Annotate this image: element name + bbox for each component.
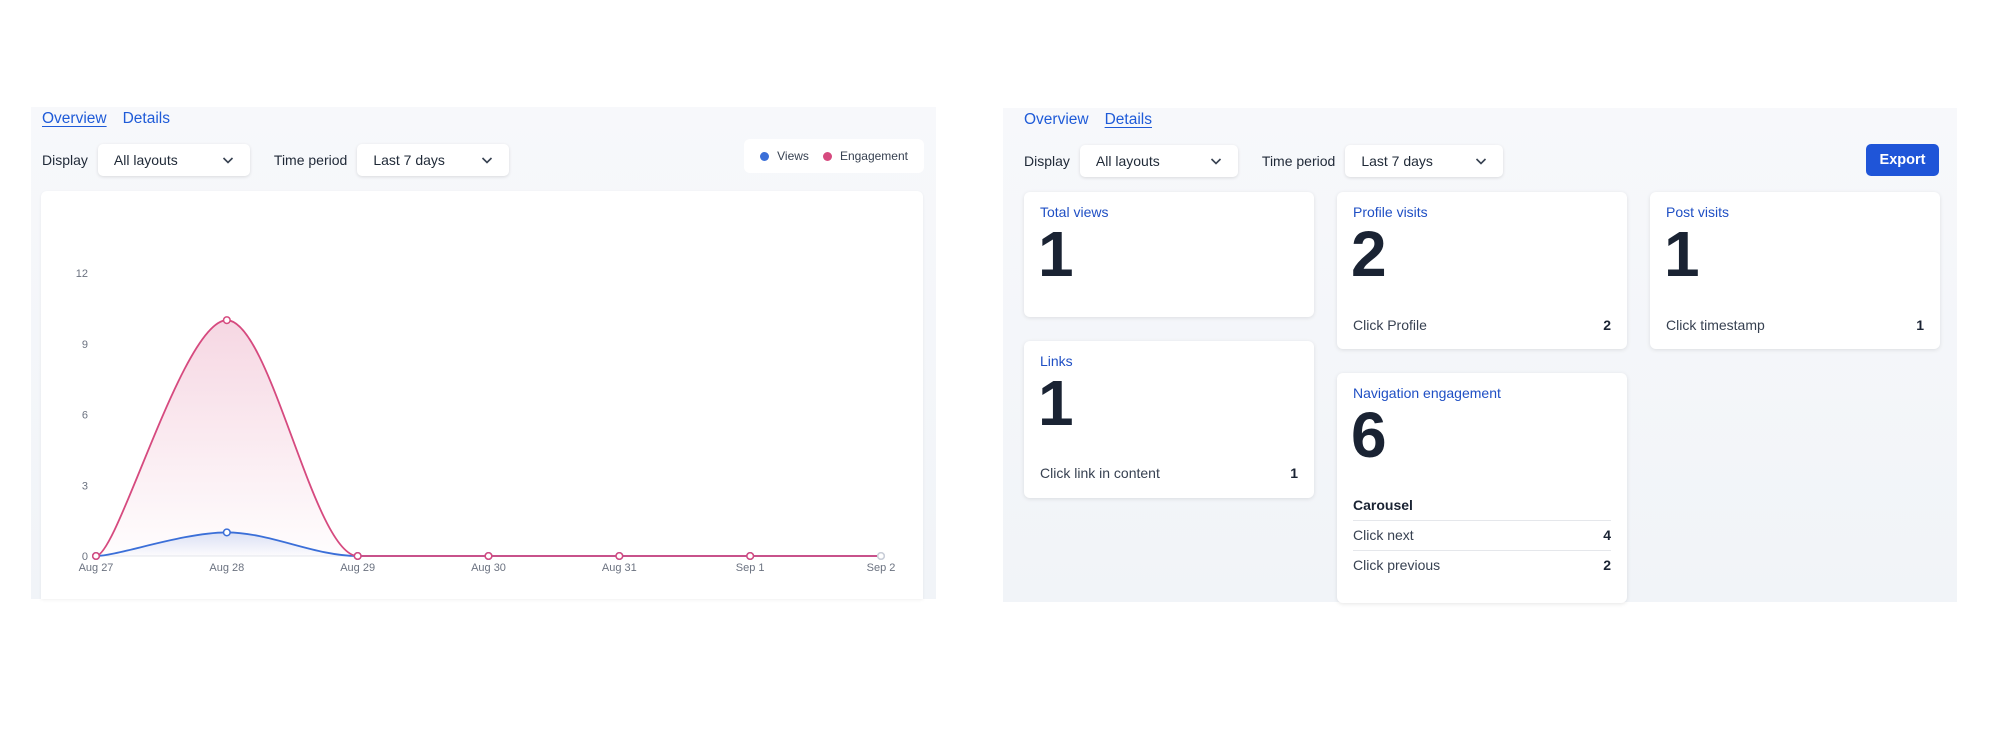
stat-label: Click next bbox=[1353, 527, 1414, 543]
stat-value: 4 bbox=[1603, 527, 1611, 543]
chart-card: 0 3 6 9 12 Aug 27 Aug 28 Aug 29 Aug 30 Aug 31 Sep … bbox=[41, 191, 923, 599]
chevron-down-icon bbox=[1210, 158, 1221, 165]
data-point-engagement bbox=[353, 551, 362, 561]
divider bbox=[1353, 550, 1611, 551]
data-point-engagement bbox=[746, 551, 755, 561]
stat-label: Click link in content bbox=[1040, 465, 1160, 481]
data-point-engagement bbox=[484, 551, 493, 561]
stat-row: Click timestamp 1 bbox=[1666, 317, 1924, 333]
stat-value: 1 bbox=[1290, 465, 1298, 481]
card-value: 2 bbox=[1351, 218, 1387, 290]
time-period-label: Time period bbox=[273, 152, 348, 168]
tab-overview[interactable]: Overview bbox=[1024, 111, 1089, 128]
tab-bar: Overview Details bbox=[1024, 111, 1152, 129]
x-tick-label: Aug 28 bbox=[209, 562, 244, 574]
legend-label-views: Views bbox=[777, 149, 809, 163]
time-period-select-value: Last 7 days bbox=[373, 152, 445, 168]
card-post-visits: Post visits 1 Click timestamp 1 bbox=[1650, 192, 1940, 349]
time-period-select[interactable]: Last 7 days bbox=[357, 144, 510, 176]
line-chart: 0 3 6 9 12 Aug 27 Aug 28 Aug 29 Aug 30 Aug 31 Sep … bbox=[76, 268, 896, 574]
data-point-engagement bbox=[876, 551, 886, 561]
data-point-engagement bbox=[222, 316, 231, 325]
series-area-engagement bbox=[96, 320, 881, 556]
display-label: Display bbox=[42, 152, 88, 168]
card-value: 1 bbox=[1038, 367, 1074, 439]
card-value: 1 bbox=[1038, 218, 1074, 290]
stat-label: Click previous bbox=[1353, 557, 1441, 573]
divider bbox=[1353, 520, 1611, 521]
series-area-views bbox=[96, 532, 881, 556]
card-title: Profile visits bbox=[1353, 204, 1428, 220]
legend-item-views: Views bbox=[760, 149, 809, 163]
display-label: Display bbox=[1024, 153, 1070, 169]
tab-bar: Overview Details bbox=[42, 110, 170, 128]
x-tick-label: Sep 1 bbox=[736, 562, 765, 574]
time-period-label: Time period bbox=[1261, 153, 1336, 169]
details-panel: Overview Details Display All layouts Tim… bbox=[1003, 108, 1957, 603]
stat-row: Click next 4 bbox=[1353, 527, 1611, 543]
views-legend-dot bbox=[760, 151, 770, 161]
x-tick-label: Sep 2 bbox=[867, 562, 896, 574]
display-select-value: All layouts bbox=[1095, 153, 1160, 169]
filter-controls: Display All layouts Time period Last 7 d… bbox=[1024, 145, 1504, 177]
stat-row: Click Profile 2 bbox=[1353, 317, 1611, 333]
stat-label: Click Profile bbox=[1353, 317, 1427, 333]
card-total-views: Total views 1 bbox=[1024, 192, 1314, 317]
chevron-down-icon bbox=[222, 157, 233, 164]
time-period-select-value: Last 7 days bbox=[1361, 153, 1433, 169]
card-profile-visits: Profile visits 2 Click Profile 2 bbox=[1337, 192, 1627, 349]
time-period-select[interactable]: Last 7 days bbox=[1345, 145, 1504, 177]
series-line-engagement bbox=[95, 319, 881, 557]
tab-details[interactable]: Details bbox=[122, 110, 170, 127]
stat-row: Click link in content 1 bbox=[1040, 465, 1298, 481]
card-title: Total views bbox=[1040, 204, 1109, 220]
card-title: Navigation engagement bbox=[1353, 385, 1501, 401]
overview-panel: Overview Details Display All layouts Tim… bbox=[31, 107, 936, 599]
card-value: 1 bbox=[1664, 218, 1700, 290]
tab-overview[interactable]: Overview bbox=[42, 110, 107, 127]
card-links: Links 1 Click link in content 1 bbox=[1024, 341, 1314, 498]
x-tick-label: Aug 27 bbox=[79, 562, 114, 574]
y-tick-label: 12 bbox=[76, 268, 88, 280]
data-point-engagement bbox=[91, 551, 101, 561]
display-select-value: All layouts bbox=[113, 152, 178, 168]
export-button[interactable]: Export bbox=[1866, 144, 1939, 176]
card-navigation-engagement: Navigation engagement 6 Carousel Click n… bbox=[1337, 373, 1627, 603]
stat-row: Click previous 2 bbox=[1353, 557, 1611, 573]
card-title: Links bbox=[1040, 353, 1073, 369]
data-point-views bbox=[222, 528, 231, 537]
display-select[interactable]: All layouts bbox=[1079, 145, 1238, 177]
stat-value: 2 bbox=[1603, 557, 1611, 573]
engagement-legend-dot bbox=[822, 151, 832, 161]
legend-label-engagement: Engagement bbox=[839, 149, 908, 163]
x-tick-label: Aug 29 bbox=[340, 562, 375, 574]
data-point-engagement bbox=[615, 551, 624, 561]
y-tick-label: 6 bbox=[82, 410, 88, 422]
y-tick-label: 3 bbox=[82, 480, 88, 492]
chevron-down-icon bbox=[482, 157, 493, 164]
x-tick-label: Aug 31 bbox=[602, 562, 637, 574]
carousel-subheading: Carousel bbox=[1353, 497, 1413, 513]
filter-controls: Display All layouts Time period Last 7 d… bbox=[42, 144, 510, 176]
chevron-down-icon bbox=[1476, 158, 1487, 165]
legend-item-engagement: Engagement bbox=[822, 149, 908, 163]
x-tick-label: Aug 30 bbox=[471, 562, 506, 574]
chart-legend: Views Engagement bbox=[744, 139, 924, 173]
stat-label: Click timestamp bbox=[1666, 317, 1765, 333]
display-select[interactable]: All layouts bbox=[97, 144, 250, 176]
y-tick-label: 0 bbox=[82, 551, 88, 563]
stat-value: 1 bbox=[1916, 317, 1924, 333]
card-title: Post visits bbox=[1666, 204, 1730, 220]
card-value: 6 bbox=[1351, 399, 1387, 471]
tab-details[interactable]: Details bbox=[1104, 111, 1152, 128]
y-tick-label: 9 bbox=[82, 339, 88, 351]
stat-value: 2 bbox=[1603, 317, 1611, 333]
